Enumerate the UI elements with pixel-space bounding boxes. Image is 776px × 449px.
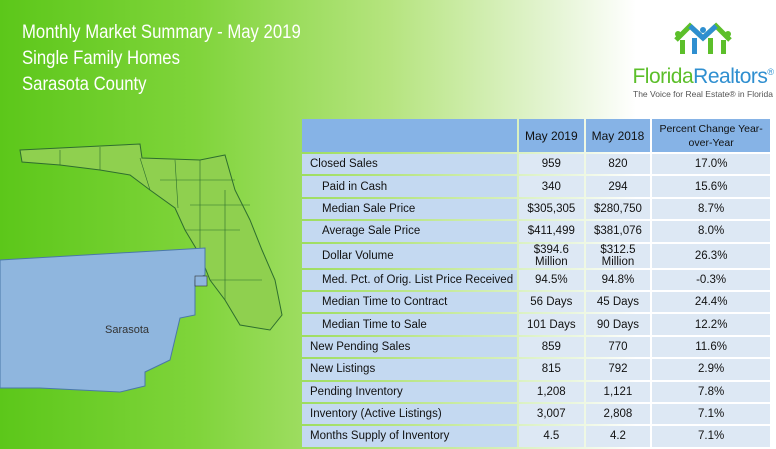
value-may-2019: 56 Days bbox=[519, 291, 584, 313]
value-percent-change: 7.1% bbox=[652, 426, 770, 447]
value-percent-change: -0.3% bbox=[652, 269, 770, 290]
value-may-2019: 101 Days bbox=[519, 314, 584, 335]
table-row: Inventory (Active Listings) 3,007 2,808 7.1… bbox=[302, 403, 770, 425]
header-percent-change: Percent Change Year-over-Year bbox=[652, 119, 770, 152]
table-row: Median Time to Sale 101 Days 90 Days 12.2% bbox=[302, 314, 770, 335]
value-may-2018: 770 bbox=[585, 336, 651, 358]
value-may-2019: 859 bbox=[519, 336, 584, 358]
value-may-2018: 294 bbox=[585, 176, 651, 197]
row-label: Median Time to Contract bbox=[302, 291, 517, 313]
value-may-2018: 820 bbox=[585, 154, 651, 175]
row-label: Paid in Cash bbox=[302, 176, 517, 197]
value-percent-change: 17.0% bbox=[652, 154, 770, 175]
florida-realtors-logo: FloridaRealtors® The Voice for Real Esta… bbox=[630, 18, 776, 99]
table-row: Months Supply of Inventory 4.5 4.2 7.1% bbox=[302, 426, 770, 447]
header-may-2018: May 2018 bbox=[585, 119, 651, 152]
row-label: Inventory (Active Listings) bbox=[302, 403, 517, 425]
florida-map: Sarasota bbox=[0, 143, 283, 393]
market-summary-table: May 2019 May 2018 Percent Change Year-ov… bbox=[300, 117, 772, 449]
houses-people-icon bbox=[674, 22, 732, 54]
row-label: Pending Inventory bbox=[302, 381, 517, 402]
map-county-label: Sarasota bbox=[105, 324, 150, 336]
report-title: Monthly Market Summary - May 2019 bbox=[22, 22, 301, 43]
value-may-2018: 94.8% bbox=[585, 269, 651, 290]
value-may-2018: 2,808 bbox=[585, 403, 651, 425]
value-percent-change: 8.0% bbox=[652, 221, 770, 242]
logo-registered: ® bbox=[767, 67, 774, 77]
value-percent-change: 12.2% bbox=[652, 314, 770, 335]
logo-tagline: The Voice for Real Estate® in Florida bbox=[633, 89, 773, 99]
row-label: New Pending Sales bbox=[302, 336, 517, 358]
report-county: Sarasota County bbox=[22, 74, 147, 95]
value-percent-change: 11.6% bbox=[652, 336, 770, 358]
value-may-2018: $381,076 bbox=[585, 221, 651, 242]
value-may-2019: $394.6 Million bbox=[519, 243, 584, 268]
table-header-row: May 2019 May 2018 Percent Change Year-ov… bbox=[302, 119, 770, 152]
value-may-2019: $305,305 bbox=[519, 198, 584, 220]
header-may-2019: May 2019 bbox=[519, 119, 584, 152]
value-may-2019: 94.5% bbox=[519, 269, 584, 290]
row-label: Months Supply of Inventory bbox=[302, 426, 517, 447]
value-percent-change: 24.4% bbox=[652, 291, 770, 313]
table-row: Average Sale Price $411,499 $381,076 8.0% bbox=[302, 221, 770, 242]
value-may-2018: 45 Days bbox=[585, 291, 651, 313]
value-percent-change: 7.8% bbox=[652, 381, 770, 402]
row-label: Dollar Volume bbox=[302, 243, 517, 268]
value-may-2018: 4.2 bbox=[585, 426, 651, 447]
table-row: Dollar Volume $394.6 Million $312.5 Millio… bbox=[302, 243, 770, 268]
value-percent-change: 7.1% bbox=[652, 403, 770, 425]
value-percent-change: 26.3% bbox=[652, 243, 770, 268]
sarasota-zoom-area bbox=[0, 247, 206, 393]
value-may-2019: 4.5 bbox=[519, 426, 584, 447]
table-row: Closed Sales 959 820 17.0% bbox=[302, 154, 770, 175]
value-may-2019: 1,208 bbox=[519, 381, 584, 402]
table-row: Med. Pct. of Orig. List Price Received 94… bbox=[302, 269, 770, 290]
header-blank bbox=[302, 119, 517, 152]
row-label: Average Sale Price bbox=[302, 221, 517, 242]
value-percent-change: 8.7% bbox=[652, 198, 770, 220]
row-label: Med. Pct. of Orig. List Price Received bbox=[302, 269, 517, 290]
sarasota-county-highlight bbox=[194, 275, 208, 287]
value-may-2018: $280,750 bbox=[585, 198, 651, 220]
table-row: Median Sale Price $305,305 $280,750 8.7% bbox=[302, 198, 770, 220]
county-lines bbox=[59, 147, 262, 300]
row-label: Closed Sales bbox=[302, 154, 517, 175]
value-percent-change: 15.6% bbox=[652, 176, 770, 197]
row-label: New Listings bbox=[302, 359, 517, 380]
table-row: Paid in Cash 340 294 15.6% bbox=[302, 176, 770, 197]
value-may-2019: 3,007 bbox=[519, 403, 584, 425]
logo-text-florida: Florida bbox=[632, 65, 694, 88]
row-label: Median Sale Price bbox=[302, 198, 517, 220]
value-may-2018: 792 bbox=[585, 359, 651, 380]
value-may-2019: 340 bbox=[519, 176, 584, 197]
value-percent-change: 2.9% bbox=[652, 359, 770, 380]
table-row: New Listings 815 792 2.9% bbox=[302, 359, 770, 380]
table-row: Pending Inventory 1,208 1,121 7.8% bbox=[302, 381, 770, 402]
value-may-2019: $411,499 bbox=[519, 221, 584, 242]
table-row: Median Time to Contract 56 Days 45 Days 24.… bbox=[302, 291, 770, 313]
value-may-2019: 815 bbox=[519, 359, 584, 380]
report-titles: Monthly Market Summary - May 2019 Single… bbox=[22, 20, 339, 98]
logo-text-realtors: Realtors bbox=[693, 65, 768, 88]
value-may-2019: 959 bbox=[519, 154, 584, 175]
florida-outline bbox=[19, 143, 283, 331]
value-may-2018: 1,121 bbox=[585, 381, 651, 402]
table-row: New Pending Sales 859 770 11.6% bbox=[302, 336, 770, 358]
row-label: Median Time to Sale bbox=[302, 314, 517, 335]
value-may-2018: $312.5 Million bbox=[585, 243, 651, 268]
report-subtitle: Single Family Homes bbox=[22, 48, 180, 69]
value-may-2018: 90 Days bbox=[585, 314, 651, 335]
